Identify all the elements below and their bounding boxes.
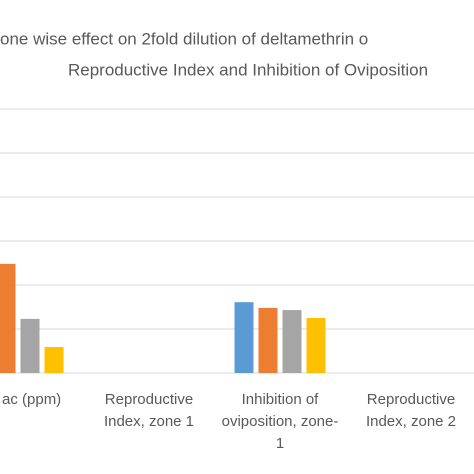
x-tick-label: Reproductive Index, zone 2 <box>365 391 457 430</box>
bar <box>0 263 16 373</box>
x-tick-label: Inhibition of oviposition, zone-1 <box>221 391 339 452</box>
bar <box>44 347 64 373</box>
bar <box>234 302 254 373</box>
bar <box>282 310 302 373</box>
x-tick-label: Reproductive Index, zone 1 <box>103 391 195 430</box>
chart-title: one wise effect on 2fold dilution of del… <box>0 29 368 48</box>
bar <box>258 307 278 373</box>
bar <box>20 318 40 373</box>
chart-title: Reproductive Index and Inhibition of Ovi… <box>68 60 428 79</box>
bar <box>306 318 326 373</box>
x-tick-label: ac (ppm) <box>2 391 62 408</box>
